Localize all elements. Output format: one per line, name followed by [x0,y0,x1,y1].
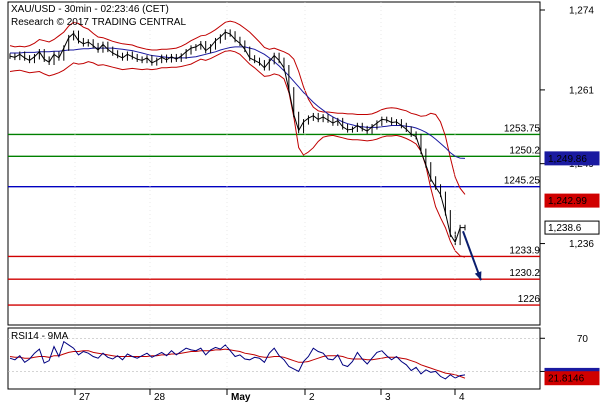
rsi-title: RSI14 - 9MA [11,331,69,342]
price-marker-box-0 [544,151,600,166]
price-series [9,29,466,246]
level-label-0: 1253.75 [504,123,541,134]
level-label-3: 1233.9 [509,245,540,256]
y-tick-label-0: 1,274 [569,6,594,17]
value-markers: 1,249.861,242.991,238.625.807321.8146 [544,151,600,386]
price-marker-label-1: 1,242.99 [548,196,587,207]
upper-band-line [9,20,466,195]
header-symbol: XAU/USD - 30min - 02:23:46 (CET) [11,4,169,15]
rsi-panel-frame [7,327,541,390]
x-tick-label-2: May [231,392,251,403]
rsi-tick-label-0: 70 [577,334,589,345]
lower-band-line [9,50,466,258]
rsi-marker-box-1 [544,371,600,386]
moving-average-line [10,46,466,159]
rsi-series [8,337,540,380]
level-label-1: 1250.2 [509,145,540,156]
price-panel-frame [7,1,541,326]
level-label-4: 1230.2 [509,268,540,279]
price-line [9,31,465,244]
level-label-5: 1226 [518,294,541,305]
rsi-line [9,340,466,380]
forecast-arrow-head [474,271,482,281]
y-tick-label-1: 1,261 [569,85,594,96]
x-tick-label-1: 28 [154,392,166,403]
level-label-2: 1245.25 [504,176,541,187]
x-tick-label-3: 2 [309,392,315,403]
rsi-marker-label-1: 21.8146 [548,374,585,385]
forecast-arrow [462,230,482,281]
price-marker-box-2 [544,220,600,235]
forecast-arrow-shaft [462,230,482,281]
y-tick-label-3: 1,236 [569,239,594,250]
x-tick-label-5: 4 [459,392,465,403]
header-copyright: Research © 2017 TRADING CENTRAL [11,17,186,28]
level-lines: 1253.75 1250.2 1245.25 1233.9 1230.2 1226 [8,123,541,306]
bollinger-bands [9,20,466,258]
price-marker-box-1 [544,193,600,208]
x-tick-label-4: 3 [385,392,391,403]
price-marker-label-0: 1,249.86 [548,154,587,165]
x-tick-label-0: 27 [79,392,91,403]
price-marker-label-2: 1,238.6 [548,223,582,234]
